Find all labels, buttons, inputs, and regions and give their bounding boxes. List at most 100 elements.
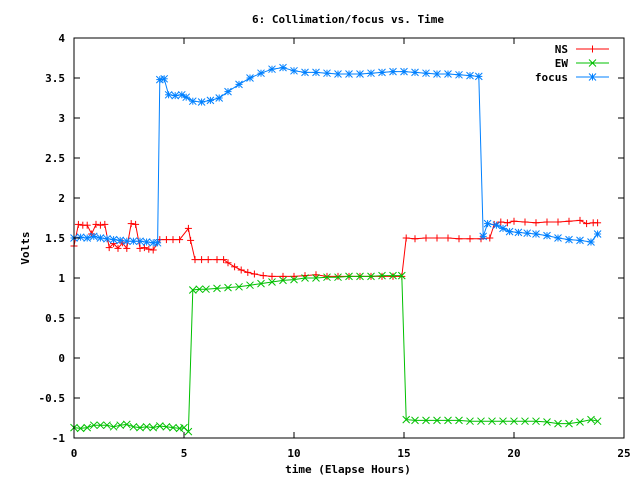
data-point-focus [116, 236, 125, 245]
data-point-ew [257, 279, 265, 288]
data-point-ns [411, 235, 419, 243]
data-point-focus [492, 221, 501, 230]
data-point-ew [433, 416, 441, 425]
data-point-focus [411, 68, 419, 77]
data-point-ns [127, 220, 135, 228]
legend-marker-ns [589, 45, 596, 53]
data-point-ns [237, 266, 245, 274]
data-point-ew [323, 273, 331, 282]
data-point-ew [521, 417, 529, 426]
data-point-ew [122, 420, 131, 429]
data-point-focus [466, 71, 474, 80]
data-point-ew [455, 416, 463, 425]
data-point-focus [479, 232, 488, 241]
data-point-ns [378, 272, 386, 280]
data-point-ns [268, 272, 276, 280]
data-point-ew [312, 274, 320, 282]
data-point-focus [514, 228, 523, 237]
data-point-ew [213, 284, 221, 293]
data-point-ew [184, 427, 193, 436]
data-point-focus [89, 232, 98, 241]
data-point-focus [129, 237, 138, 246]
data-point-ew [576, 418, 584, 426]
data-point-focus [103, 234, 111, 243]
data-point-ew [83, 423, 92, 432]
data-point-ns [198, 256, 206, 264]
data-point-focus [499, 224, 507, 233]
data-point-focus [206, 96, 215, 105]
data-point-focus [593, 230, 602, 238]
data-point-ns [250, 270, 258, 278]
data-point-ns [204, 256, 212, 264]
data-point-ns [187, 236, 195, 244]
data-point-focus [367, 69, 375, 78]
data-point-ew [477, 417, 485, 426]
y-tick-label: 2.5 [45, 152, 65, 165]
data-point-ew [188, 286, 197, 294]
y-tick-label: -1 [52, 432, 66, 445]
data-point-ew [116, 421, 125, 430]
y-tick-label: 3.5 [45, 72, 65, 85]
data-point-ew [129, 422, 138, 431]
data-point-ns [594, 219, 602, 227]
data-point-focus [76, 233, 85, 242]
data-point-ns [162, 236, 170, 244]
data-point-focus [433, 70, 441, 78]
data-point-ew [109, 422, 118, 431]
data-point-ns [176, 236, 184, 244]
data-point-ew [587, 415, 595, 424]
data-point-ew [235, 282, 243, 291]
data-point-ew [499, 417, 507, 426]
data-point-focus [334, 70, 342, 78]
chart-title: 6: Collimation/focus vs. Time [252, 13, 444, 26]
data-point-ns [402, 234, 410, 242]
data-point-ew [402, 415, 411, 424]
x-tick-label: 25 [617, 447, 630, 460]
data-point-ew [389, 271, 397, 280]
data-point-ew [279, 276, 287, 285]
data-point-ns [389, 272, 397, 280]
data-point-focus [523, 229, 532, 238]
data-point-focus [554, 234, 562, 242]
data-point-ew [149, 423, 158, 432]
data-point-ns [96, 221, 104, 229]
data-point-ns [279, 272, 287, 280]
data-point-ns [114, 244, 122, 252]
data-point-ew [345, 272, 353, 281]
y-tick-label: 3 [58, 112, 65, 125]
data-point-ew [290, 275, 298, 284]
data-point-ns [231, 263, 239, 271]
data-point-focus [301, 68, 309, 77]
data-point-ns [532, 219, 540, 227]
data-point-focus [246, 74, 254, 82]
data-point-ns [554, 218, 562, 226]
data-point-ns [422, 234, 430, 242]
data-point-ns [323, 272, 331, 280]
data-point-ns [220, 256, 228, 264]
data-point-ns [74, 220, 82, 228]
data-point-focus [171, 91, 180, 100]
data-point-focus [160, 74, 169, 83]
data-point-focus [483, 219, 492, 228]
data-point-ew [195, 285, 204, 294]
data-point-focus [565, 235, 573, 244]
data-point-focus [505, 227, 514, 236]
plot-frame [73, 37, 625, 439]
y-tick-label: -0.5 [39, 392, 66, 405]
data-point-ew [202, 285, 210, 294]
data-point-ew [422, 416, 430, 425]
data-point-ns [169, 236, 177, 244]
data-point-focus [197, 98, 206, 106]
data-point-ew [367, 272, 375, 281]
data-point-ns [101, 220, 109, 228]
x-tick-label: 10 [287, 447, 300, 460]
data-point-ns [486, 234, 494, 242]
data-point-ew [169, 423, 177, 432]
y-tick-label: 1.5 [45, 232, 65, 245]
data-point-focus [164, 90, 173, 99]
data-point-ns [140, 244, 148, 252]
data-point-focus [312, 68, 320, 77]
data-point-ns [259, 272, 267, 280]
data-point-focus [400, 67, 408, 76]
